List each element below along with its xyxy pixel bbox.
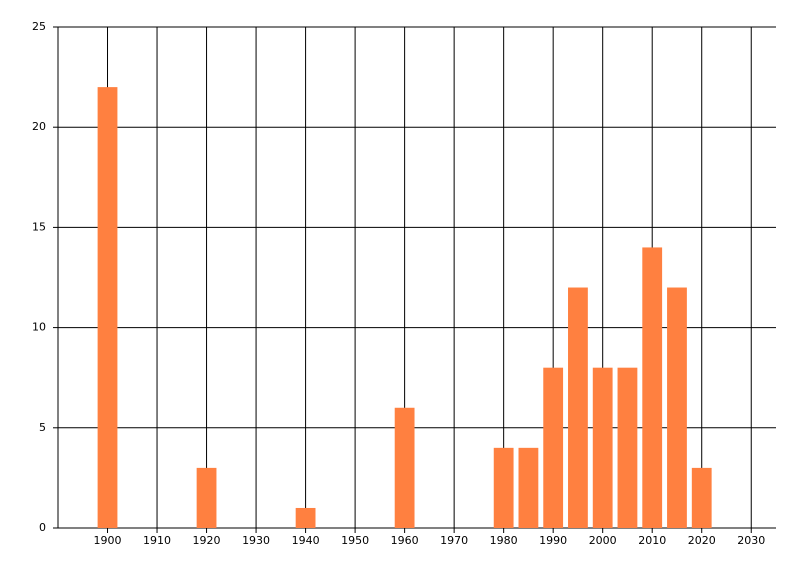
bar bbox=[518, 447, 539, 528]
bar bbox=[543, 367, 564, 528]
x-tick-label: 1930 bbox=[242, 534, 270, 547]
y-tick-label: 15 bbox=[32, 220, 46, 233]
bar bbox=[394, 407, 415, 528]
x-tick-label: 2020 bbox=[688, 534, 716, 547]
x-tick-label: 1980 bbox=[490, 534, 518, 547]
bar bbox=[493, 447, 514, 528]
x-tick-label: 2010 bbox=[638, 534, 666, 547]
x-tick-label: 1910 bbox=[143, 534, 171, 547]
bar bbox=[295, 507, 316, 528]
x-tick-label: 1990 bbox=[539, 534, 567, 547]
bar bbox=[568, 287, 588, 528]
x-tick-label: 1920 bbox=[193, 534, 221, 547]
bar bbox=[97, 87, 118, 529]
x-tick-label: 1970 bbox=[440, 534, 468, 547]
x-tick-label: 2030 bbox=[737, 534, 765, 547]
y-tick-label: 0 bbox=[39, 521, 46, 534]
bar bbox=[691, 467, 712, 528]
y-tick-label: 25 bbox=[32, 20, 46, 33]
x-tick-label: 2000 bbox=[589, 534, 617, 547]
bar bbox=[617, 367, 638, 528]
x-tick-label: 1940 bbox=[292, 534, 320, 547]
x-tick-label: 1960 bbox=[391, 534, 419, 547]
bar bbox=[592, 367, 613, 528]
y-tick-label: 5 bbox=[39, 421, 46, 434]
bar bbox=[196, 467, 217, 528]
bar bbox=[642, 247, 663, 528]
y-tick-label: 10 bbox=[32, 321, 46, 334]
bar bbox=[667, 287, 687, 528]
y-tick-label: 20 bbox=[32, 120, 46, 133]
x-tick-label: 1950 bbox=[341, 534, 369, 547]
x-tick-label: 1900 bbox=[94, 534, 122, 547]
